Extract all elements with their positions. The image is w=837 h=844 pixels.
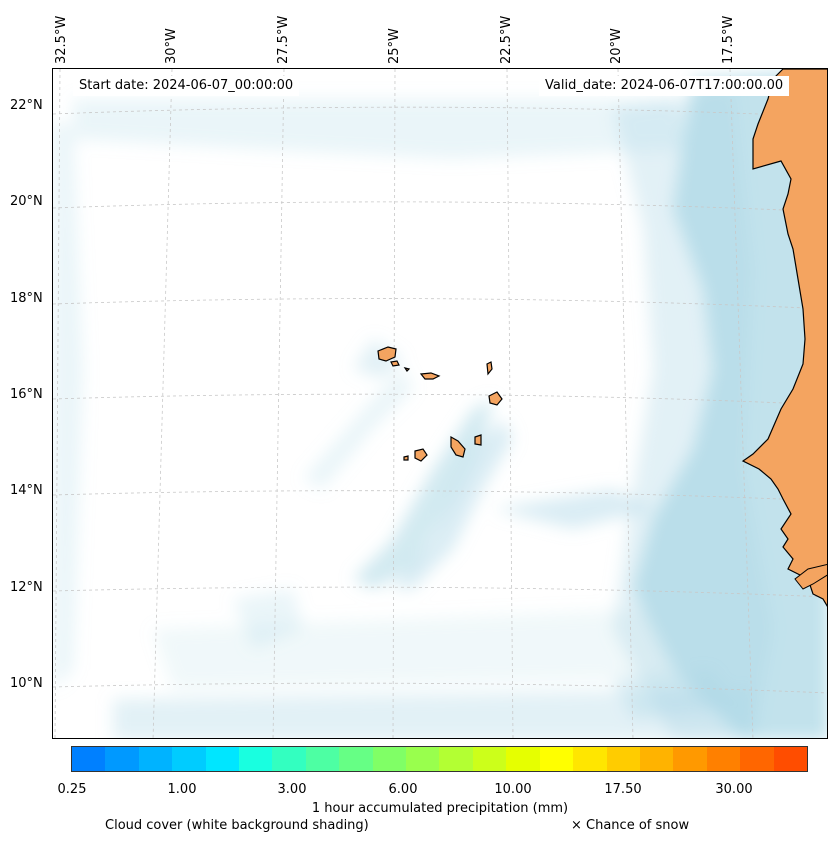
colorbar-segment <box>573 747 607 771</box>
colorbar-segment <box>639 747 674 771</box>
colorbar-tick-1-00: 1.00 <box>167 782 197 797</box>
map-panel <box>52 68 828 739</box>
colorbar-segment <box>239 747 273 771</box>
colorbar-tick-6-00: 6.00 <box>388 782 418 797</box>
snow-chance-note: × Chance of snow <box>571 818 690 833</box>
colorbar-segment <box>272 747 306 771</box>
lon-label-32-5w: 32.5°W <box>54 15 69 64</box>
colorbar-segment <box>506 747 540 771</box>
colorbar-segment <box>740 747 774 771</box>
lon-label-20w: 20°W <box>609 28 624 64</box>
island-santiago <box>450 435 466 458</box>
lon-label-30w: 30°W <box>164 28 179 64</box>
lat-label-14n: 14°N <box>10 483 43 498</box>
cloud-cover-note: Cloud cover (white background shading) <box>105 818 369 833</box>
lon-label-27-5w: 27.5°W <box>276 15 291 64</box>
colorbar-segment <box>305 747 340 771</box>
lon-label-22-5w: 22.5°W <box>499 15 514 64</box>
colorbar-label: 1 hour accumulated precipitation (mm) <box>311 801 569 816</box>
colorbar-segment <box>773 747 807 771</box>
colorbar-segment <box>172 747 206 771</box>
colorbar-tick-0-25: 0.25 <box>57 782 87 797</box>
colorbar-segment <box>539 747 574 771</box>
lat-label-20n: 20°N <box>10 194 43 209</box>
cape-verde-islands <box>377 346 503 462</box>
colorbar-segment <box>606 747 640 771</box>
cloud-cover-layer <box>53 69 827 738</box>
lat-label-22n: 22°N <box>10 98 43 113</box>
lat-label-12n: 12°N <box>10 580 43 595</box>
colorbar-segment <box>673 747 707 771</box>
island-sal <box>486 361 493 376</box>
colorbar-segment <box>72 747 106 771</box>
colorbar-tick-3-00: 3.00 <box>277 782 307 797</box>
lat-label-18n: 18°N <box>10 291 43 306</box>
island-santa-luzia <box>403 367 411 372</box>
colorbar-segment <box>138 747 173 771</box>
colorbar-segment <box>105 747 139 771</box>
colorbar-segment <box>472 747 507 771</box>
island-sao-nicolau <box>419 372 441 380</box>
valid-date-label: Valid_date: 2024-06-07T17:00:00.00 <box>539 76 790 96</box>
map-canvas <box>53 69 827 738</box>
island-sao-vicente <box>390 360 400 367</box>
guinea-bissau-coast <box>794 563 827 590</box>
island-santo-antao <box>377 346 397 362</box>
colorbar-segment <box>706 747 741 771</box>
island-maio <box>474 434 482 446</box>
lon-label-25w: 25°W <box>387 28 402 64</box>
island-brava <box>403 455 409 461</box>
lon-label-17-5w: 17.5°W <box>721 15 736 64</box>
colorbar-segment <box>339 747 373 771</box>
island-boa-vista <box>488 391 503 406</box>
lat-label-16n: 16°N <box>10 387 43 402</box>
island-fogo <box>414 448 428 462</box>
colorbar-segment <box>439 747 473 771</box>
colorbar-tick-10-00: 10.00 <box>494 782 532 797</box>
precipitation-colorbar <box>71 746 808 772</box>
colorbar-segment <box>372 747 407 771</box>
start-date-label: Start date: 2024-06-07_00:00:00 <box>73 76 300 96</box>
colorbar-segment <box>406 747 440 771</box>
colorbar-segment <box>205 747 240 771</box>
colorbar-tick-17-50: 17.50 <box>604 782 642 797</box>
gridlines <box>53 69 827 738</box>
lat-label-10n: 10°N <box>10 676 43 691</box>
colorbar-tick-30-00: 30.00 <box>715 782 753 797</box>
west-africa-landmass <box>741 69 827 607</box>
